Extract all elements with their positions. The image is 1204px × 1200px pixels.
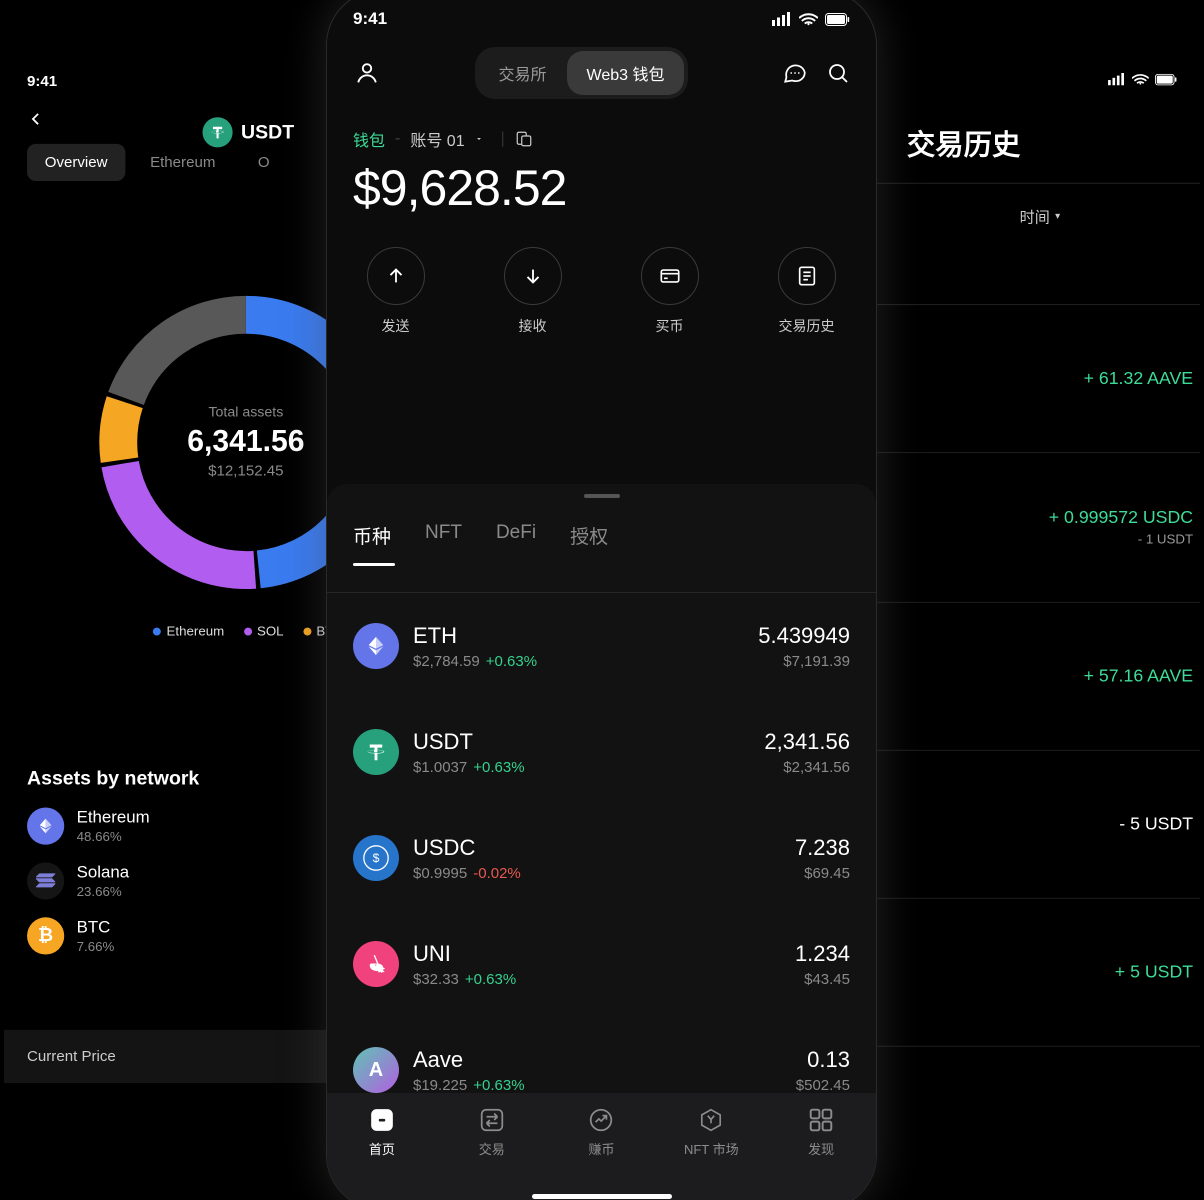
svg-text:$: $ bbox=[373, 851, 380, 865]
